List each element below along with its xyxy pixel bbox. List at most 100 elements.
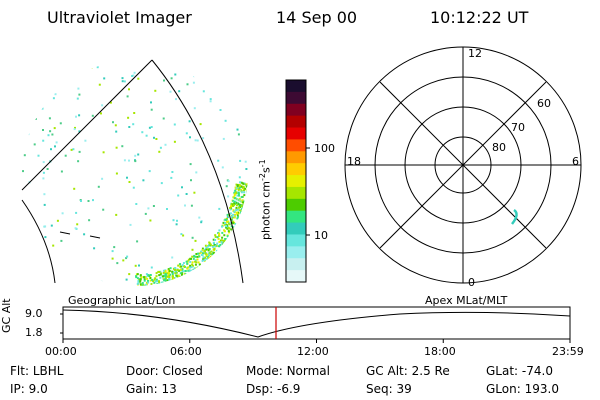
- aurora-pixel: [175, 271, 178, 274]
- aurora-pixel: [214, 245, 217, 248]
- aurora-pixel: [222, 221, 225, 224]
- image-speck: [77, 87, 80, 90]
- image-speck: [137, 77, 140, 80]
- aurora-pixel: [204, 261, 207, 264]
- aurora-pixel: [240, 188, 243, 191]
- image-speck: [123, 159, 126, 162]
- image-speck: [42, 171, 45, 174]
- aurora-pixel: [193, 267, 196, 270]
- aurora-pixel: [138, 278, 141, 281]
- image-speck: [154, 89, 157, 92]
- image-speck: [103, 77, 106, 80]
- aurora-pixel: [240, 210, 243, 213]
- image-speck: [240, 240, 243, 243]
- aurora-pixel: [228, 227, 231, 230]
- aurora-pixel: [246, 183, 248, 186]
- aurora-pixel: [237, 192, 240, 195]
- aurora-pixel: [216, 236, 219, 239]
- image-speck: [58, 268, 60, 270]
- aurora-pixel: [168, 278, 171, 280]
- image-speck: [211, 275, 214, 278]
- aurora-pixel: [153, 278, 156, 281]
- aurora-pixel: [208, 259, 211, 262]
- aurora-pixel: [214, 234, 217, 237]
- image-speck: [46, 168, 49, 170]
- aurora-pixel: [139, 280, 142, 283]
- image-speck: [40, 64, 43, 67]
- aurora-pixel: [140, 284, 143, 286]
- polar-plot: [344, 46, 582, 284]
- aurora-pixel: [189, 272, 192, 275]
- colorbar-swatch: [286, 139, 306, 152]
- aurora-pixel: [224, 239, 227, 242]
- aurora-pixel: [210, 255, 213, 258]
- image-speck: [195, 171, 198, 174]
- image-speck: [75, 211, 78, 214]
- aurora-pixel: [211, 257, 214, 260]
- aurora-pixel: [243, 202, 246, 205]
- image-speck: [114, 124, 117, 127]
- image-speck: [135, 203, 138, 205]
- aurora-pixel: [160, 272, 163, 275]
- aurora-pixel: [244, 198, 247, 201]
- image-speck: [137, 153, 140, 156]
- image-speck: [189, 136, 191, 139]
- image-speck: [129, 223, 132, 226]
- aurora-pixel: [139, 286, 141, 288]
- image-speck: [23, 141, 26, 144]
- aurora-pixel: [179, 268, 182, 271]
- time-label: 10:12:22 UT: [430, 8, 529, 27]
- aurora-pixel: [226, 227, 229, 230]
- aurora-pixel: [214, 235, 217, 238]
- mlt-label-0: 0: [468, 276, 475, 289]
- aurora-pixel: [146, 286, 148, 288]
- aurora-pixel: [226, 225, 229, 228]
- aurora-pixel: [240, 185, 243, 188]
- image-speck: [98, 83, 101, 86]
- aurora-pixel: [154, 277, 157, 280]
- image-speck: [123, 80, 126, 83]
- aurora-pixel: [163, 274, 166, 277]
- image-speck: [150, 101, 152, 104]
- image-speck: [101, 104, 104, 107]
- image-speck: [192, 81, 195, 84]
- aurora-pixel: [201, 247, 204, 250]
- aurora-pixel: [204, 250, 206, 252]
- info-glat: GLat: -74.0: [486, 364, 553, 378]
- image-speck: [171, 171, 174, 173]
- aurora-pixel: [184, 273, 187, 276]
- aurora-pixel: [234, 223, 237, 225]
- mlt-label-18: 18: [347, 155, 361, 168]
- aurora-pixel: [207, 257, 210, 260]
- aurora-pixel: [181, 264, 184, 267]
- image-speck: [115, 213, 118, 216]
- time-tick-1: 06:00: [170, 345, 202, 358]
- image-speck: [228, 86, 231, 89]
- image-speck: [226, 216, 229, 219]
- image-speck: [100, 280, 103, 283]
- image-speck: [76, 223, 79, 226]
- aurora-pixel: [174, 272, 177, 275]
- aurora-pixel: [218, 229, 221, 232]
- aurora-pixel: [241, 211, 244, 214]
- aurora-pixel: [136, 282, 139, 285]
- image-speck: [27, 133, 30, 136]
- image-speck: [52, 62, 55, 65]
- aurora-pixel: [226, 235, 229, 238]
- aurora-pixel: [245, 185, 248, 188]
- aurora-pixel: [191, 261, 194, 264]
- image-speck: [102, 208, 105, 211]
- aurora-pixel: [164, 277, 167, 280]
- aurora-pixel: [158, 274, 161, 277]
- image-speck: [128, 181, 131, 183]
- image-speck: [159, 146, 162, 149]
- image-speck: [155, 138, 158, 140]
- image-speck: [50, 148, 52, 151]
- aurora-pixel: [206, 245, 209, 248]
- aurora-pixel: [135, 275, 138, 278]
- aurora-pixel: [192, 257, 195, 260]
- aurora-pixel: [235, 191, 238, 194]
- image-speck: [181, 281, 184, 284]
- aurora-pixel: [193, 254, 196, 257]
- image-speck: [218, 207, 221, 210]
